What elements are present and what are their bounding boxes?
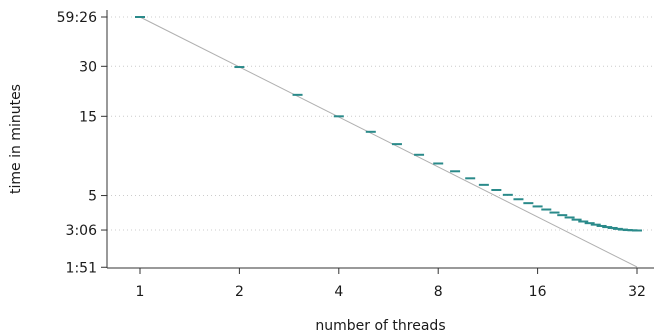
x-tick-label: 2 bbox=[235, 284, 244, 300]
x-axis-ticks: 1 2 4 8 16 32 bbox=[136, 268, 646, 300]
y-axis-ticks: 1:51 3:06 5 15 30 59:26 bbox=[57, 10, 107, 276]
y-tick-label: 30 bbox=[79, 59, 97, 75]
data-points bbox=[135, 16, 642, 232]
y-axis-title: time in minutes bbox=[8, 84, 24, 194]
y-tick-label: 59:26 bbox=[57, 10, 97, 26]
y-tick-label: 3:06 bbox=[66, 223, 98, 239]
x-tick-label: 32 bbox=[628, 284, 646, 300]
ideal-speedup-line bbox=[139, 16, 638, 268]
x-tick-label: 8 bbox=[434, 284, 443, 300]
x-axis-title: number of threads bbox=[315, 318, 445, 334]
grid-lines bbox=[107, 16, 654, 231]
x-tick-label: 1 bbox=[136, 284, 145, 300]
x-tick-label: 16 bbox=[529, 284, 547, 300]
y-tick-label: 1:51 bbox=[66, 260, 97, 276]
x-tick-label: 4 bbox=[334, 284, 343, 300]
y-tick-label: 15 bbox=[79, 109, 97, 125]
y-tick-label: 5 bbox=[88, 189, 97, 205]
